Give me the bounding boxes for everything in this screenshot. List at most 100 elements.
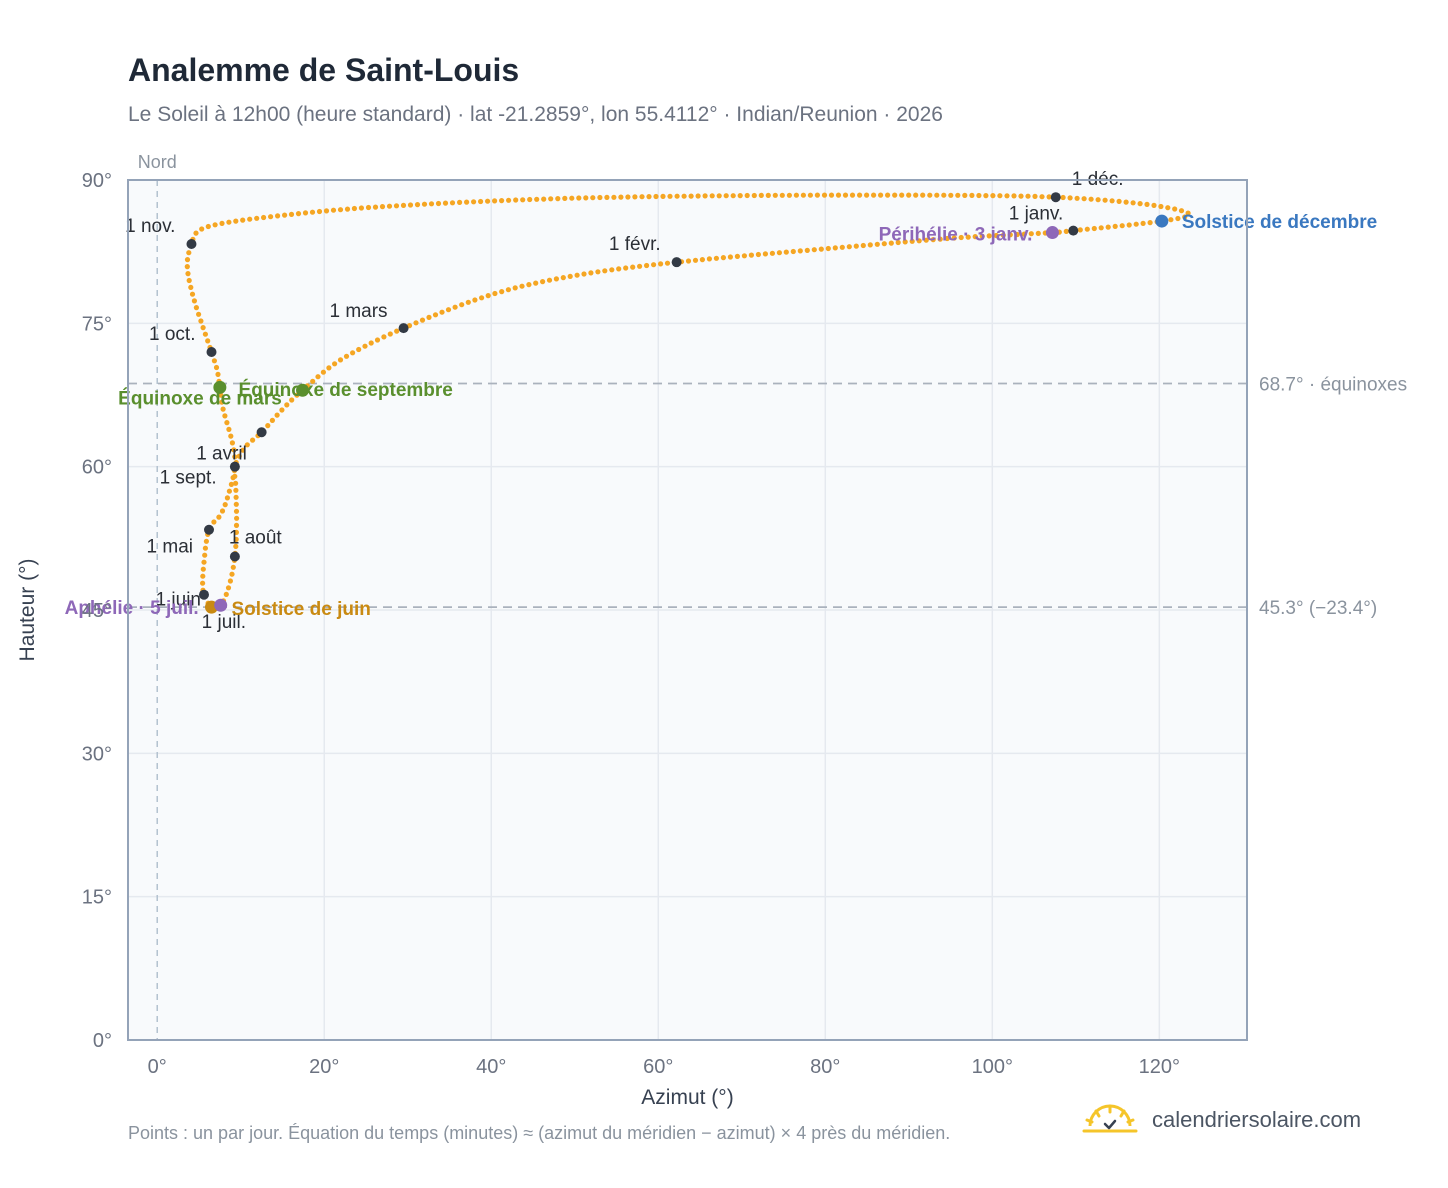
daily-sun-point <box>846 244 852 250</box>
daily-sun-point <box>219 220 225 226</box>
month-label: 1 janv. <box>1009 204 1064 225</box>
daily-sun-point <box>419 317 426 323</box>
daily-sun-point <box>979 233 985 239</box>
daily-sun-point <box>185 271 191 277</box>
daily-sun-point <box>492 290 498 297</box>
daily-sun-point <box>1018 193 1024 199</box>
daily-sun-point <box>188 284 194 290</box>
daily-sun-point <box>228 433 234 439</box>
daily-sun-point <box>247 216 253 222</box>
daily-sun-point <box>688 193 694 199</box>
daily-sun-point <box>232 454 238 460</box>
daily-sun-point <box>344 206 351 212</box>
daily-sun-point <box>681 193 687 199</box>
daily-sun-point <box>899 192 905 198</box>
brand[interactable]: calendriersolaire.com <box>1082 1104 1361 1136</box>
daily-sun-point <box>923 237 929 243</box>
daily-sun-point <box>1063 228 1069 234</box>
daily-sun-point <box>588 270 594 276</box>
daily-sun-point <box>233 501 239 507</box>
sun-logo-icon <box>1082 1104 1138 1133</box>
daily-sun-point <box>226 426 232 432</box>
daily-sun-point <box>233 508 240 514</box>
daily-sun-point <box>459 302 465 308</box>
daily-sun-point <box>818 246 824 252</box>
daily-sun-point <box>229 571 235 577</box>
x-tick-label: 80° <box>810 1056 840 1078</box>
daily-sun-point <box>616 266 622 272</box>
daily-sun-point <box>632 194 638 200</box>
daily-sun-point <box>211 519 217 525</box>
daily-sun-point <box>948 192 954 198</box>
daily-sun-point <box>200 573 206 579</box>
daily-sun-point <box>871 192 877 198</box>
daily-sun-point <box>857 192 863 198</box>
daily-sun-point <box>452 304 458 310</box>
daily-sun-point <box>772 192 778 198</box>
daily-sun-point <box>864 192 870 198</box>
daily-sun-point <box>186 250 192 256</box>
month-marker <box>206 347 217 357</box>
daily-sun-point <box>1178 208 1185 214</box>
daily-sun-point <box>906 192 912 198</box>
daily-sun-point <box>997 193 1003 199</box>
daily-sun-point <box>839 244 845 250</box>
daily-sun-point <box>230 564 236 570</box>
daily-sun-point <box>499 289 505 295</box>
daily-sun-point <box>439 309 445 315</box>
daily-sun-point <box>1126 222 1132 228</box>
daily-sun-point <box>1095 197 1101 203</box>
daily-sun-point <box>604 194 610 200</box>
daily-sun-point <box>351 205 357 212</box>
daily-sun-point <box>393 203 400 209</box>
daily-sun-point <box>320 369 326 375</box>
daily-sun-point <box>261 214 267 221</box>
daily-sun-point <box>268 214 274 220</box>
x-tick-label: 60° <box>643 1056 673 1078</box>
daily-sun-point <box>920 192 926 198</box>
daily-sun-point <box>892 192 898 198</box>
daily-sun-point <box>279 407 285 413</box>
daily-sun-point <box>639 194 645 200</box>
month-marker <box>398 323 409 334</box>
y-axis-title: Hauteur (°) <box>16 559 39 662</box>
daily-sun-point <box>685 258 692 264</box>
daily-sun-point <box>874 241 880 247</box>
daily-sun-point <box>595 269 601 275</box>
daily-sun-point <box>709 193 715 199</box>
daily-sun-point <box>213 364 220 371</box>
reference-line-label: 45.3° (−23.4°) <box>1259 598 1377 619</box>
daily-sun-point <box>562 195 568 201</box>
daily-sun-point <box>941 192 947 198</box>
daily-sun-point <box>1039 194 1045 200</box>
daily-sun-point <box>1168 217 1174 223</box>
daily-sun-point <box>506 197 512 203</box>
daily-sun-point <box>762 251 769 257</box>
special-point-marker <box>1045 226 1059 240</box>
y-tick-label: 45° <box>82 600 112 622</box>
daily-sun-point <box>288 211 295 217</box>
daily-sun-point <box>1032 193 1038 199</box>
plot-frame <box>127 179 1248 1041</box>
month-label: 1 avril <box>196 444 247 465</box>
daily-sun-point <box>200 580 206 586</box>
daily-sun-point <box>505 287 511 293</box>
daily-sun-point <box>202 545 208 551</box>
daily-sun-point <box>807 192 814 198</box>
daily-sun-point <box>623 265 629 271</box>
daily-sun-point <box>646 194 652 200</box>
daily-sun-point <box>193 305 199 311</box>
daily-sun-point <box>990 193 996 199</box>
month-label: 1 oct. <box>149 324 195 345</box>
daily-sun-point <box>205 223 211 230</box>
y-tick-label: 0° <box>93 1030 112 1052</box>
daily-sun-point <box>1144 201 1150 207</box>
daily-sun-point <box>625 194 631 200</box>
daily-sun-point <box>254 215 260 221</box>
daily-sun-point <box>479 295 485 301</box>
daily-sun-point <box>972 234 978 240</box>
month-label: 1 mai <box>147 537 193 558</box>
daily-sun-point <box>1105 224 1111 230</box>
daily-sun-point <box>295 211 302 217</box>
daily-sun-point <box>233 480 239 486</box>
